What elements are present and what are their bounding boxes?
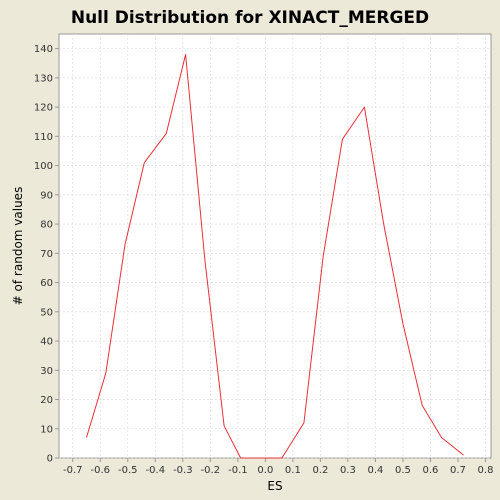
- x-tick-label: 0.7: [450, 465, 466, 476]
- x-tick-label: -0.6: [91, 465, 111, 476]
- y-tick-label: 130: [34, 73, 53, 84]
- x-tick-label: -0.1: [228, 465, 248, 476]
- y-tick-label: 60: [40, 278, 53, 289]
- x-tick-label: 0.2: [312, 465, 328, 476]
- x-tick-label: 0.1: [285, 465, 301, 476]
- y-tick-label: 120: [34, 103, 53, 114]
- y-tick-label: 140: [34, 44, 53, 55]
- y-tick-label: 90: [40, 190, 53, 201]
- x-tick-label: 0.6: [423, 465, 439, 476]
- y-tick-label: 30: [40, 366, 53, 377]
- y-tick-label: 70: [40, 249, 53, 260]
- series-line-0: [86, 54, 464, 459]
- x-tick-label: -0.3: [173, 465, 193, 476]
- y-tick-label: 0: [47, 454, 53, 465]
- axes: 0 10 20 30 40 50 60 70 80 90 100 110 120 130 140 -0.7 -0…: [34, 44, 494, 476]
- y-axis-label: # of random values: [11, 187, 25, 306]
- x-tick-label: -0.4: [146, 465, 166, 476]
- y-tick-label: 10: [40, 424, 53, 435]
- grid-lines: [59, 34, 491, 459]
- y-tick-label: 40: [40, 337, 53, 348]
- x-tick-label: 0.4: [367, 465, 383, 476]
- y-tick-label: 110: [34, 132, 53, 143]
- x-tick-label: 0.3: [340, 465, 356, 476]
- x-tick-label: -0.7: [63, 465, 83, 476]
- x-tick-label: -0.2: [201, 465, 221, 476]
- series-layer: [86, 54, 464, 459]
- y-tick-label: 80: [40, 220, 53, 231]
- y-tick-label: 50: [40, 307, 53, 318]
- plot-area: [58, 33, 492, 459]
- y-tick-label: 20: [40, 395, 53, 406]
- x-tick-label: 0.8: [478, 465, 494, 476]
- x-axis-label: ES: [267, 479, 282, 493]
- y-tick-label: 100: [34, 161, 53, 172]
- chart-title: Null Distribution for XINACT_MERGED: [71, 8, 429, 28]
- x-tick-label: -0.5: [118, 465, 138, 476]
- x-tick-label: 0.0: [257, 465, 273, 476]
- x-tick-label: 0.5: [395, 465, 411, 476]
